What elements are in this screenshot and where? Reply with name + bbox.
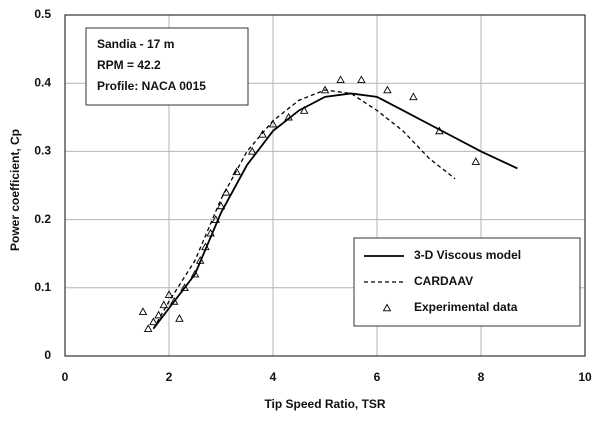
data-point	[201, 242, 210, 251]
y-tick-label: 0	[44, 348, 51, 362]
legend-label: Experimental data	[414, 300, 518, 314]
x-axis-title: Tip Speed Ratio, TSR	[264, 397, 385, 411]
x-tick-label: 4	[270, 370, 277, 384]
annotation-text: RPM = 42.2	[97, 58, 161, 72]
annotation-box	[85, 27, 249, 106]
data-point	[149, 317, 158, 326]
y-axis-title: Power coefficient, Cp	[8, 129, 22, 251]
data-point	[320, 85, 330, 94]
data-point	[143, 324, 153, 332]
data-point	[247, 146, 257, 155]
data-point	[232, 167, 241, 176]
data-point	[471, 157, 481, 165]
series-line	[152, 89, 456, 330]
data-point	[221, 187, 231, 196]
x-tick-label: 0	[62, 370, 69, 384]
annotation-text: Profile: NACA 0015	[97, 79, 206, 93]
y-tick-label: 0.2	[34, 212, 51, 226]
series-line	[152, 92, 518, 330]
annotation-text: Sandia - 17 m	[97, 37, 174, 51]
data-point	[175, 314, 184, 322]
data-point	[159, 300, 169, 309]
legend-box	[353, 237, 581, 327]
legend-label: 3-D Viscous model	[414, 248, 521, 262]
data-point	[258, 129, 267, 138]
data-point	[154, 310, 163, 319]
data-point	[284, 112, 293, 121]
data-point	[299, 106, 309, 114]
data-point	[164, 290, 174, 298]
data-point	[211, 215, 221, 223]
data-point	[180, 283, 189, 292]
data-point	[435, 126, 444, 135]
x-tick-label: 8	[478, 370, 485, 384]
y-tick-label: 0.5	[34, 7, 51, 21]
data-point	[357, 75, 366, 84]
data-point	[138, 307, 148, 315]
legend-symbol	[382, 303, 392, 312]
y-tick-label: 0.1	[34, 280, 51, 294]
data-point	[190, 269, 200, 278]
x-tick-label: 2	[166, 370, 173, 384]
legend-label: CARDAAV	[414, 274, 473, 288]
data-point	[206, 228, 215, 237]
data-point	[195, 256, 205, 264]
data-point	[409, 92, 418, 101]
data-point	[169, 297, 179, 305]
y-tick-label: 0.4	[34, 75, 51, 89]
x-tick-label: 6	[374, 370, 381, 384]
y-tick-label: 0.3	[34, 144, 51, 158]
data-point	[268, 119, 278, 128]
data-point	[383, 85, 392, 94]
data-point	[336, 75, 345, 84]
data-point	[216, 201, 226, 210]
plot-frame	[64, 14, 586, 357]
x-tick-label: 10	[578, 370, 592, 384]
